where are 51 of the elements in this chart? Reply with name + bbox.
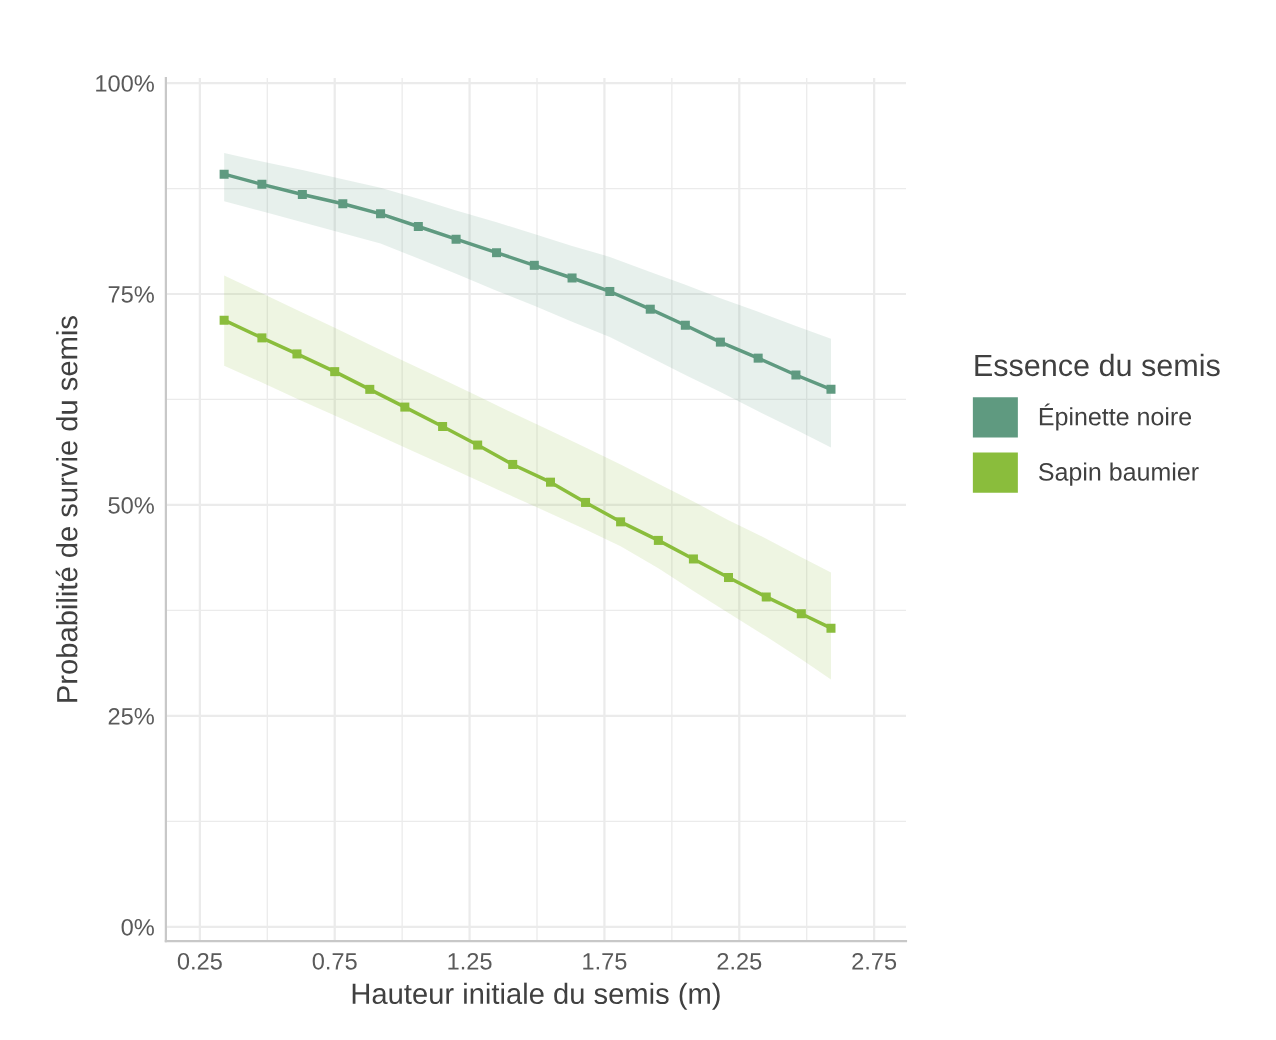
point xyxy=(826,623,836,633)
point xyxy=(605,286,615,296)
x-tick-label: 0.25 xyxy=(177,952,222,970)
x-tick-label: 1.25 xyxy=(448,952,492,970)
y-axis-title: Probabilité de survie du semis xyxy=(55,316,78,702)
y-tick-label: 75% xyxy=(108,286,154,303)
point xyxy=(680,320,690,330)
point xyxy=(400,402,410,412)
point xyxy=(753,353,763,363)
legend-title: Essence du semis xyxy=(975,353,1220,377)
x-tick-label: 2.25 xyxy=(717,952,762,970)
x-tick-label: 2.75 xyxy=(852,952,897,970)
point xyxy=(723,573,734,583)
x-tick-label: 0.75 xyxy=(312,952,357,970)
point xyxy=(330,367,340,377)
point xyxy=(219,169,229,179)
x-axis-title: Hauteur initiale du semis (m) xyxy=(352,982,720,1010)
point xyxy=(292,349,302,359)
point xyxy=(796,609,806,619)
point xyxy=(297,189,307,199)
y-tick-label: 50% xyxy=(108,497,154,514)
y-tick-label: 100% xyxy=(96,75,154,92)
point xyxy=(826,384,836,394)
point xyxy=(761,592,771,602)
point xyxy=(219,315,229,325)
point xyxy=(508,459,518,469)
point xyxy=(545,477,555,487)
point xyxy=(715,337,725,347)
point xyxy=(492,248,502,258)
point xyxy=(257,333,267,343)
point xyxy=(473,440,483,450)
point xyxy=(338,199,348,209)
point xyxy=(581,497,591,507)
point xyxy=(616,517,626,527)
point xyxy=(365,384,375,394)
point xyxy=(257,179,267,189)
point xyxy=(413,221,423,232)
point xyxy=(567,273,577,283)
point xyxy=(653,535,663,545)
point xyxy=(688,554,698,564)
legend-label: Sapin baumier xyxy=(1039,462,1199,486)
point xyxy=(451,234,461,244)
point xyxy=(376,209,386,219)
point xyxy=(645,304,655,314)
legend-label: Épinette noire xyxy=(1039,403,1192,431)
point xyxy=(438,421,448,431)
y-tick-label: 25% xyxy=(108,707,154,725)
point xyxy=(791,370,801,380)
y-tick-label: 0% xyxy=(121,918,154,936)
x-tick-label: 1.75 xyxy=(583,953,627,970)
point xyxy=(529,260,539,270)
